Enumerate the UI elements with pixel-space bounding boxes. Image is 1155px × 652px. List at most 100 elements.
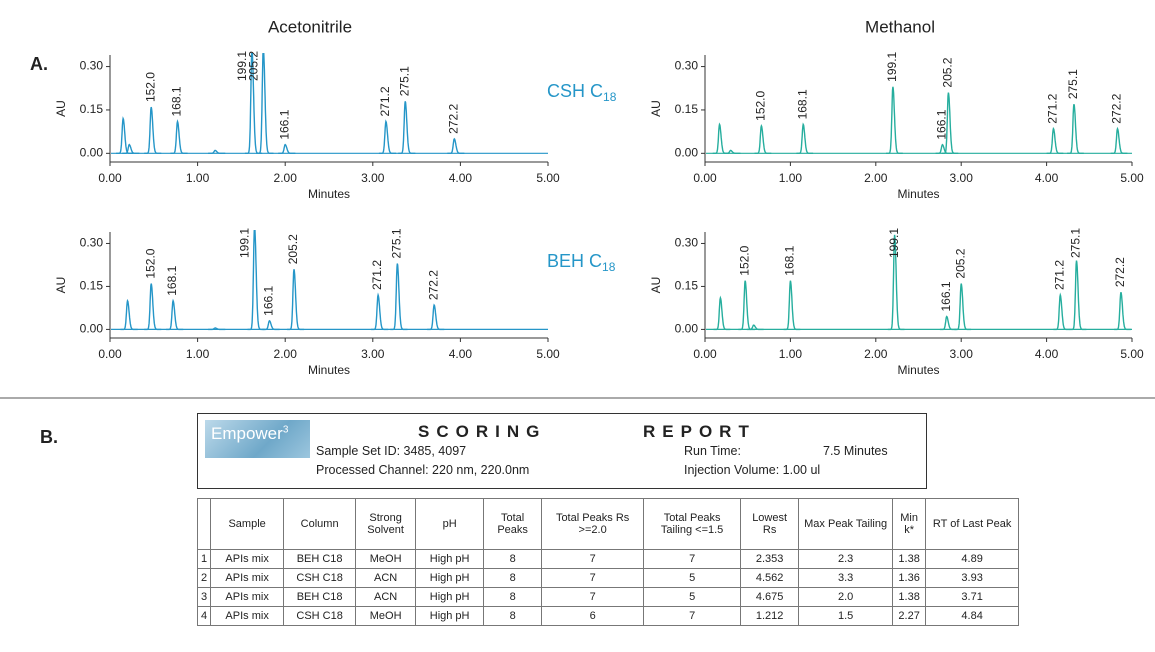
peak-label: 271.2 [1046, 93, 1060, 123]
x-tick-label: 5.00 [536, 171, 560, 185]
table-cell: Strong Solvent [355, 498, 417, 550]
peak-label: 272.2 [426, 270, 440, 300]
table-cell: RT of Last Peak [925, 498, 1020, 550]
peak-label: 166.1 [939, 281, 953, 311]
peak-label: 152.0 [737, 245, 751, 275]
sample-set: Sample Set ID: 3485, 4097 [316, 444, 467, 458]
table-cell: 7 [541, 568, 645, 588]
x-tick-label: 0.00 [98, 171, 122, 185]
table-cell: 2 [196, 568, 212, 588]
peak-label: 271.2 [378, 86, 392, 116]
table-cell: 3.93 [925, 568, 1020, 588]
injection: Injection Volume: 1.00 ul [684, 463, 821, 477]
table-cell: BEH C18 [283, 549, 357, 569]
table-cell: 4 [196, 606, 212, 626]
peak [116, 116, 134, 154]
solvent-title: Acetonitrile [268, 17, 352, 36]
x-tick-label: 4.00 [1035, 171, 1059, 185]
table-row: 4 APIs mix CSH C18 MeOH High pH 8 6 7 1.212 1.5 2.… [196, 606, 1020, 626]
table-cell: 7 [643, 606, 742, 626]
y-tick-label: 0.00 [675, 322, 699, 336]
peak [378, 119, 397, 154]
x-axis-label: Minutes [897, 363, 939, 377]
x-tick-label: 1.00 [186, 171, 210, 185]
peak [783, 280, 801, 331]
report-header: Empower3 SCORING REPORT Sample Set ID: 3… [197, 413, 927, 489]
y-tick-label: 0.15 [675, 279, 699, 293]
peak-label: 168.1 [795, 89, 809, 119]
y-tick-label: 0.00 [675, 145, 699, 159]
peak [427, 303, 445, 331]
peak-label: 275.1 [1069, 228, 1083, 258]
peak [398, 101, 416, 154]
x-tick-label: 3.00 [361, 347, 385, 361]
column-sub: 18 [602, 260, 616, 274]
table-cell: High pH [415, 549, 485, 569]
x-tick-label: 2.00 [274, 171, 298, 185]
table-cell: 4.89 [925, 549, 1020, 569]
table-cell: APIs mix [210, 587, 285, 607]
table-cell: 2.27 [892, 606, 927, 626]
table-cell: 7 [541, 549, 645, 569]
table-row: 2 APIs mix CSH C18 ACN High pH 8 7 5 4.562 3.3 1.3… [196, 568, 1020, 588]
peak-label: 168.1 [170, 86, 184, 116]
table-cell: MeOH [355, 549, 417, 569]
table-cell: 8 [483, 549, 543, 569]
table-cell: pH [415, 498, 485, 550]
y-axis-label: AU [54, 277, 68, 294]
x-tick-label: 3.00 [361, 171, 385, 185]
solvent-title: Methanol [865, 17, 935, 36]
peak-label: 152.0 [143, 248, 157, 278]
peak [738, 280, 755, 331]
peak-label: 272.2 [1110, 93, 1124, 123]
x-tick-label: 2.00 [864, 171, 888, 185]
table-cell: High pH [415, 587, 485, 607]
y-tick-label: 0.15 [675, 102, 699, 116]
y-tick-label: 0.00 [80, 322, 104, 336]
table-cell: APIs mix [210, 549, 285, 569]
column-sub: 18 [603, 90, 617, 104]
peak [713, 295, 731, 331]
table-row: 1 APIs mix BEH C18 MeOH High pH 8 7 7 2.353 2.3 1.… [196, 549, 1020, 569]
peak-label: 199.1 [238, 228, 252, 258]
logo: Empower3 [205, 420, 310, 458]
x-tick-label: 3.00 [950, 171, 974, 185]
table-cell: 2.353 [740, 549, 800, 569]
peak [1110, 126, 1128, 154]
peak-label: 205.2 [941, 57, 955, 87]
table-cell: MeOH [355, 606, 417, 626]
peak-label: 168.1 [783, 245, 797, 275]
table-cell: 1.38 [892, 549, 927, 569]
peak [144, 106, 162, 154]
peak-label: 205.2 [286, 234, 300, 264]
table-cell: Total Peaks Tailing <=1.5 [643, 498, 742, 550]
y-tick-label: 0.15 [80, 279, 104, 293]
table-cell: 7 [643, 549, 742, 569]
y-tick-label: 0.30 [675, 59, 699, 73]
x-tick-label: 4.00 [449, 347, 473, 361]
peak [262, 319, 280, 331]
table-cell: CSH C18 [283, 568, 357, 588]
x-tick-label: 1.00 [779, 347, 803, 361]
table-cell: 8 [483, 568, 543, 588]
table-cell: 5 [643, 568, 742, 588]
peak-label: 205.2 [953, 248, 967, 278]
x-tick-label: 0.00 [693, 171, 717, 185]
table-cell: 1.212 [740, 606, 800, 626]
table-cell: APIs mix [210, 568, 285, 588]
column-label: BEH C18 [547, 251, 616, 274]
peak-label: 275.1 [1066, 69, 1080, 99]
peak-label: 271.2 [370, 260, 384, 290]
y-tick-label: 0.30 [80, 236, 104, 250]
x-tick-label: 5.00 [536, 347, 560, 361]
table-row: Sample Column Strong Solvent pH Total Peaks T… [196, 498, 1020, 550]
peak [144, 283, 162, 331]
table-cell: Column [283, 498, 357, 550]
table-cell: 4.562 [740, 568, 800, 588]
x-axis-label: Minutes [308, 363, 350, 377]
peak [746, 324, 764, 331]
x-tick-label: 0.00 [693, 347, 717, 361]
x-tick-label: 2.00 [864, 347, 888, 361]
score-table: Sample Column Strong Solvent pH Total Peaks T… [196, 498, 1020, 626]
